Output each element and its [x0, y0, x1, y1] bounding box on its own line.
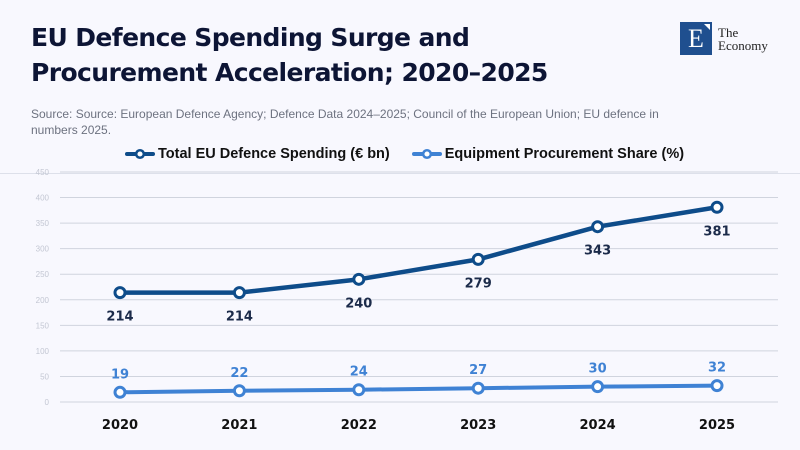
y-tick-label-100: 100 — [36, 347, 50, 356]
y-tick-label-450: 450 — [36, 168, 50, 177]
data-point-s0-2023 — [471, 252, 485, 266]
legend-label-procurement: Equipment Procurement Share (%) — [444, 146, 685, 162]
y-tick-label-200: 200 — [36, 296, 50, 305]
y-tick-label-0: 0 — [45, 398, 50, 407]
data-label-s1-2022: 24 — [350, 365, 368, 380]
data-point-s0-2021 — [232, 286, 246, 300]
x-tick-label-2024: 2024 — [580, 418, 616, 433]
data-label-s1-2025: 32 — [708, 361, 726, 376]
legend-marker-spending-icon — [125, 148, 155, 160]
data-point-s0-2020 — [113, 286, 127, 300]
logo-wordmark: The Economy — [718, 26, 768, 52]
data-point-s1-2025 — [710, 379, 724, 393]
logo-letter: E — [688, 24, 704, 53]
chart-legend: Total EU Defence Spending (€ bn) Equipme… — [125, 146, 706, 162]
x-tick-label-2025: 2025 — [699, 418, 735, 433]
legend-marker-procurement-icon — [411, 148, 442, 160]
y-tick-label-300: 300 — [36, 245, 50, 254]
series-line-1 — [118, 383, 719, 395]
data-label-s0-2022: 240 — [345, 296, 372, 311]
data-point-s0-2024 — [591, 220, 605, 234]
source-note: Source: Source: European Defence Agency;… — [31, 107, 659, 137]
series-line-0 — [117, 205, 720, 295]
data-label-s0-2025: 381 — [703, 224, 730, 239]
logo-line-2: Economy — [718, 37, 768, 53]
y-tick-label-50: 50 — [40, 372, 49, 381]
logo-line-1: The — [718, 24, 739, 40]
x-tick-label-2022: 2022 — [341, 418, 377, 433]
x-tick-label-2021: 2021 — [221, 418, 257, 433]
data-label-s0-2021: 214 — [226, 310, 253, 325]
legend-item-procurement: Equipment Procurement Share (%) — [411, 146, 685, 162]
legend-item-spending: Total EU Defence Spending (€ bn) — [125, 146, 390, 162]
data-point-s1-2020 — [113, 385, 127, 399]
x-tick-label-2020: 2020 — [102, 418, 138, 433]
x-tick-label-2023: 2023 — [460, 418, 496, 433]
data-point-s1-2024 — [591, 380, 605, 394]
y-tick-label-250: 250 — [36, 270, 50, 279]
logo-notch-icon — [704, 24, 710, 30]
y-tick-label-400: 400 — [36, 194, 50, 203]
data-label-s1-2021: 22 — [230, 366, 248, 381]
y-tick-label-150: 150 — [36, 321, 50, 330]
data-label-s1-2023: 27 — [469, 363, 487, 378]
data-label-s0-2020: 214 — [106, 310, 133, 325]
legend-label-spending: Total EU Defence Spending (€ bn) — [158, 146, 390, 162]
y-tick-label-350: 350 — [36, 219, 50, 228]
brand-logo: E The Economy — [680, 22, 768, 55]
chart-title: EU Defence Spending Surge and Procuremen… — [31, 23, 548, 87]
data-label-s1-2024: 30 — [589, 362, 607, 377]
data-point-s0-2022 — [352, 272, 366, 286]
data-point-s1-2022 — [352, 383, 366, 397]
data-label-s0-2024: 343 — [584, 244, 611, 259]
data-label-s1-2020: 19 — [111, 367, 129, 382]
logo-mark: E — [680, 22, 712, 55]
data-point-s1-2021 — [232, 384, 246, 398]
data-label-s0-2023: 279 — [465, 276, 492, 291]
legend-divider — [0, 173, 800, 174]
data-point-s1-2023 — [471, 381, 485, 395]
data-point-s0-2025 — [710, 200, 724, 214]
